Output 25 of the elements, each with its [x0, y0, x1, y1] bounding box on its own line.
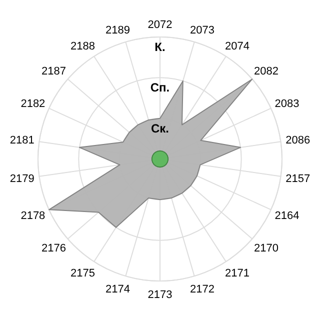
spoke-label: 2073 — [190, 24, 215, 36]
spoke-label: 2175 — [70, 267, 96, 280]
spoke-label: 2174 — [105, 283, 130, 296]
y-tick-label: Сп. — [150, 80, 170, 95]
spoke-label: 2189 — [105, 24, 130, 36]
spoke-label: 2178 — [20, 210, 46, 222]
spoke-label: 2188 — [70, 40, 96, 52]
spoke-label: 2173 — [148, 288, 172, 301]
y-tick-label: К. — [154, 40, 166, 54]
spoke-label: 2164 — [274, 210, 300, 222]
spoke-label: 2181 — [10, 134, 34, 147]
spoke-label: 2172 — [190, 283, 215, 296]
y-tick-label: Ск. — [150, 121, 170, 136]
spoke-label: 2182 — [20, 98, 46, 110]
spoke-label: 2179 — [10, 173, 34, 186]
spoke-label: 2187 — [41, 65, 66, 78]
spoke-label: 2176 — [41, 242, 66, 254]
spoke-label: 2072 — [148, 18, 172, 31]
spoke-label: 2086 — [286, 134, 310, 147]
spoke-label: 2170 — [254, 242, 279, 254]
spoke-label: 2171 — [224, 267, 250, 280]
spoke-label: 2074 — [224, 40, 250, 52]
spoke-label: 2083 — [274, 98, 300, 110]
spoke-label: 2082 — [254, 65, 279, 78]
spoke-label: 2157 — [286, 173, 310, 186]
